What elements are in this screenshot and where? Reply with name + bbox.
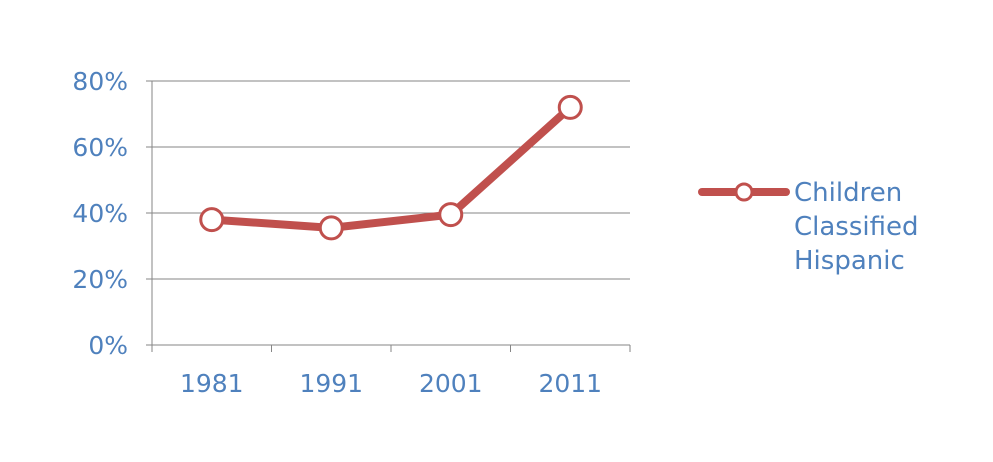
x-axis-tick-label: 2011 [538,369,602,398]
y-axis-tick-label: 20% [72,265,128,294]
x-axis-tick-label: 2001 [419,369,483,398]
data-point-marker [557,94,583,120]
x-axis-tick-label: 1991 [299,369,363,398]
legend-marker-swatch [734,182,754,202]
y-axis-tick-label: 80% [72,67,128,96]
series-line-group [199,94,583,241]
legend-label-line: Children [794,178,902,208]
legend: Children Classified Hispanic [698,178,919,276]
data-point-marker [199,207,225,233]
gridlines [152,80,630,280]
y-axis-tick-label: 0% [88,331,128,360]
x-axis-tick-label: 1981 [180,369,244,398]
x-axis-tick-labels: 1981 1991 2001 2011 [180,369,602,398]
legend-label-line: Classified [794,212,919,242]
y-axis-tick-labels: 0% 20% 40% 60% 80% [72,67,128,360]
axes [146,80,631,352]
data-point-marker [438,202,464,228]
data-point-marker [318,215,344,241]
y-axis-tick-label: 40% [72,199,128,228]
series-line [207,103,575,232]
y-axis-tick-label: 60% [72,133,128,162]
legend-label-line: Hispanic [794,246,905,276]
